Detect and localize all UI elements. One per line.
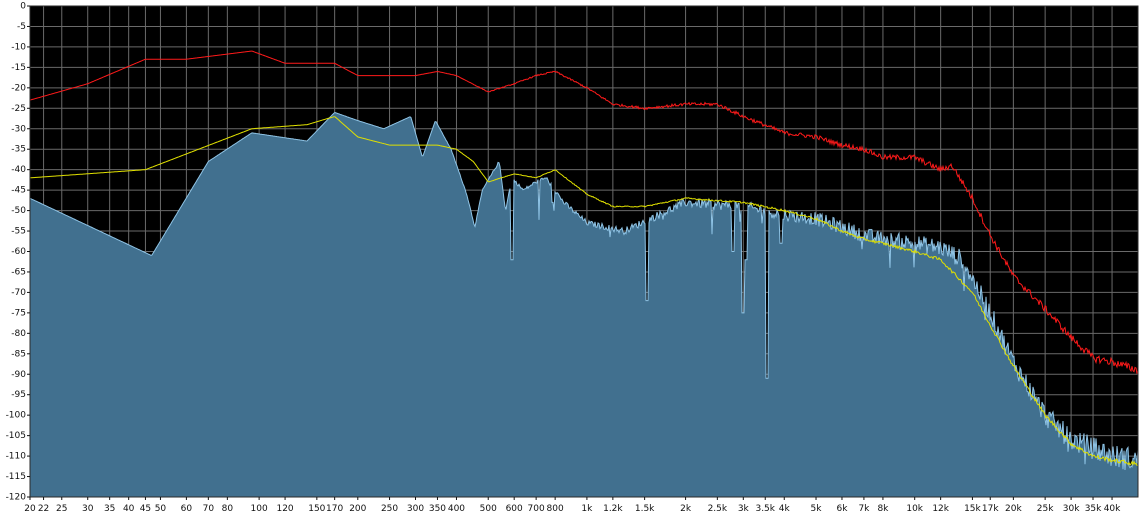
y-tick-label: -35 <box>11 145 26 155</box>
x-tick-label: 100 <box>251 504 268 514</box>
x-tick-label: 3.5k <box>755 504 775 514</box>
x-tick-label: 17k <box>982 504 999 514</box>
y-tick-label: -70 <box>11 288 26 298</box>
y-tick-label: -120 <box>6 493 27 503</box>
y-tick-label: -105 <box>6 431 26 441</box>
y-tick-label: -95 <box>11 390 26 400</box>
y-tick-label: -60 <box>11 247 26 257</box>
x-tick-label: 80 <box>222 504 234 514</box>
x-tick-label: 5k <box>811 504 823 514</box>
x-tick-label: 200 <box>349 504 366 514</box>
x-tick-label: 600 <box>506 504 523 514</box>
y-tick-label: -55 <box>11 227 26 237</box>
x-tick-label: 30 <box>82 504 94 514</box>
x-tick-label: 1.5k <box>635 504 655 514</box>
y-tick-label: -75 <box>11 308 26 318</box>
x-tick-label: 10k <box>906 504 923 514</box>
x-tick-label: 50 <box>155 504 167 514</box>
x-tick-label: 25k <box>1037 504 1054 514</box>
x-tick-label: 22 <box>38 504 49 514</box>
y-tick-label: -5 <box>17 22 26 32</box>
x-tick-label: 7k <box>858 504 870 514</box>
series-line-1 <box>29 50 1139 374</box>
series-line-2 <box>30 116 1139 466</box>
y-tick-label: -90 <box>11 370 26 380</box>
y-tick-label: -85 <box>11 349 26 359</box>
x-tick-label: 8k <box>877 504 889 514</box>
x-tick-label: 500 <box>480 504 497 514</box>
x-tick-label: 2k <box>680 504 692 514</box>
spectrum-area-edge <box>29 111 1139 471</box>
y-tick-label: 0 <box>20 2 26 12</box>
x-tick-label: 250 <box>381 504 398 514</box>
x-tick-label: 350 <box>429 504 446 514</box>
y-tick-label: -100 <box>6 411 27 421</box>
x-tick-label: 40k <box>1104 504 1121 514</box>
y-tick-label: -15 <box>11 63 26 73</box>
x-tick-label: 170 <box>326 504 343 514</box>
x-tick-label: 15k <box>964 504 981 514</box>
y-tick-label: -30 <box>11 124 26 134</box>
x-tick-label: 300 <box>407 504 424 514</box>
x-axis: 20 22 25 30 35 40 45 50 60 70 80 100 120 150 170 200 250… <box>24 497 1121 514</box>
y-tick-label: -20 <box>11 83 26 93</box>
x-tick-label: 70 <box>203 504 215 514</box>
x-tick-label: 4k <box>779 504 791 514</box>
x-tick-label: 12k <box>932 504 949 514</box>
x-tick-label: 40 <box>123 504 135 514</box>
y-tick-label: -80 <box>11 329 26 339</box>
x-tick-label: 60 <box>181 504 193 514</box>
y-tick-label: -115 <box>6 472 26 482</box>
y-axis: 0 -5 -10 -15 -20 -25 -30 -35 -40 -45 -50 -55 -60 -65 -… <box>6 2 30 503</box>
y-tick-label: -65 <box>11 267 26 277</box>
series-layer <box>29 50 1139 497</box>
x-tick-label: 700 <box>528 504 545 514</box>
x-tick-label: 120 <box>276 504 293 514</box>
spectrum-area-fill <box>30 112 1138 497</box>
y-tick-label: -110 <box>6 452 27 462</box>
x-tick-label: 30k <box>1063 504 1080 514</box>
x-tick-label: 45 <box>140 504 151 514</box>
x-tick-label: 35k <box>1085 504 1102 514</box>
y-tick-label: -40 <box>11 165 26 175</box>
x-tick-label: 1.2k <box>603 504 623 514</box>
y-tick-label: -25 <box>11 104 26 114</box>
y-tick-label: -50 <box>11 206 26 216</box>
x-tick-label: 800 <box>547 504 564 514</box>
x-tick-label: 35 <box>104 504 115 514</box>
x-tick-label: 20 <box>24 504 36 514</box>
x-tick-label: 25 <box>56 504 67 514</box>
x-tick-label: 1k <box>581 504 593 514</box>
y-tick-label: -10 <box>11 42 26 52</box>
x-tick-label: 6k <box>836 504 848 514</box>
x-tick-label: 3k <box>738 504 750 514</box>
x-tick-label: 20k <box>1005 504 1022 514</box>
x-tick-label: 400 <box>448 504 465 514</box>
y-tick-label: -45 <box>11 186 26 196</box>
x-tick-label: 2.5k <box>708 504 728 514</box>
x-tick-label: 150 <box>308 504 325 514</box>
